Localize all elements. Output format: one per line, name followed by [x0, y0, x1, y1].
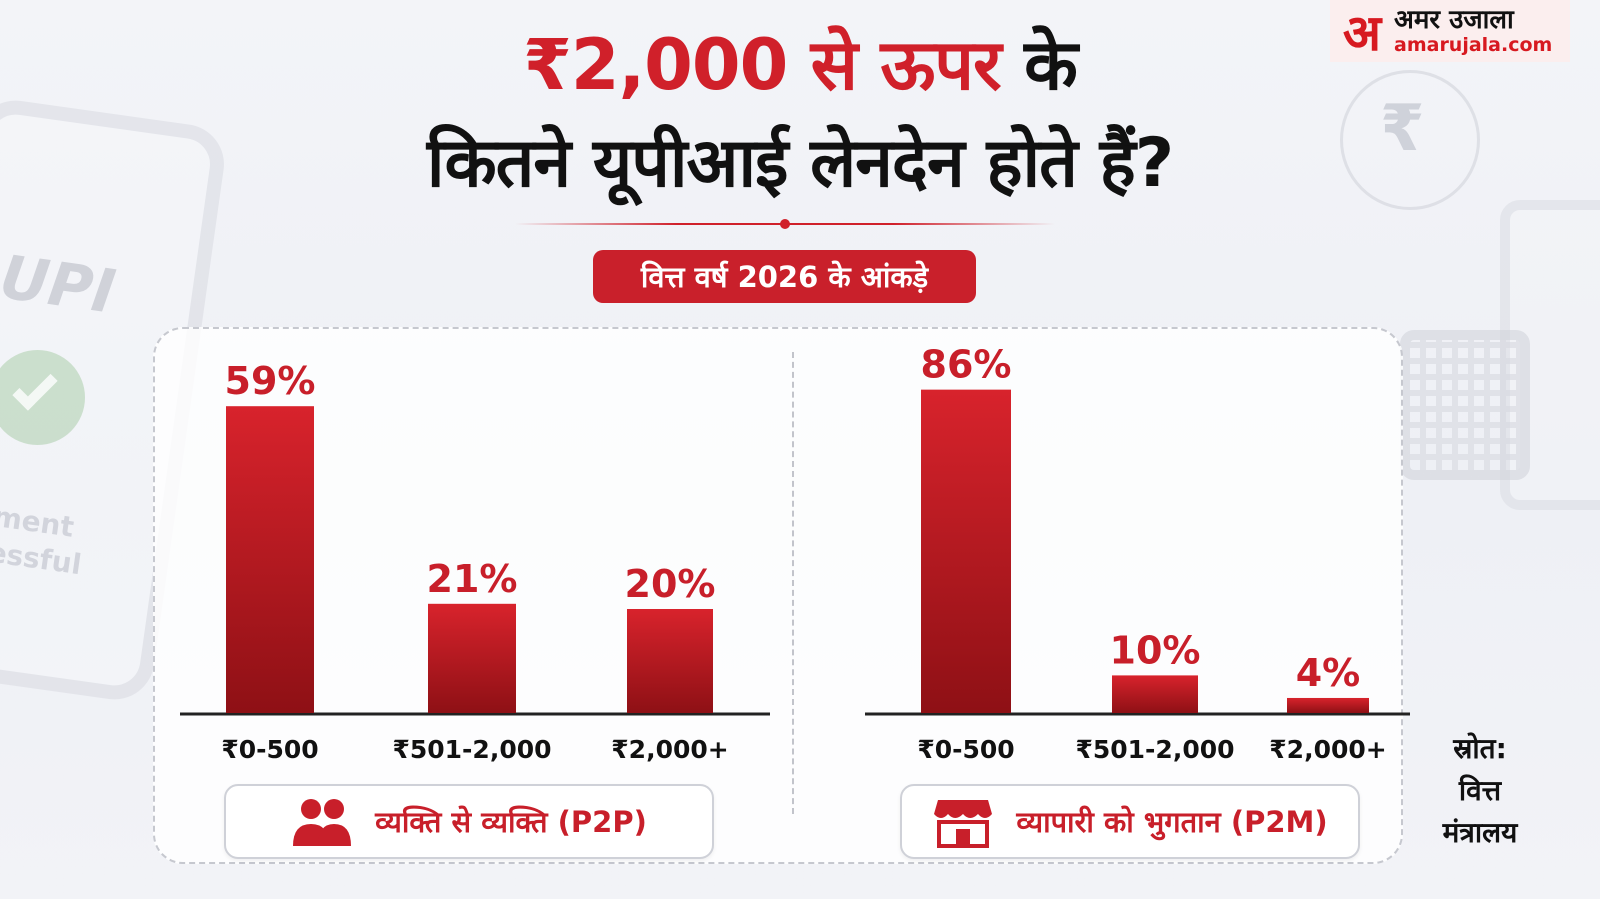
- headline-line-2: कितने यूपीआई लेनदेन होते हैं?: [426, 124, 1174, 203]
- p2p-bar-2: [428, 603, 516, 713]
- shop-icon: [932, 796, 994, 848]
- p2p-category-label-1: ₹0-500: [221, 735, 318, 764]
- p2m-bar-chart: 86% ₹0-500 10% ₹501-2,000 4% ₹2,000+: [865, 343, 1410, 764]
- p2m-legend-label: व्यापारी को भुगतान (P2M): [1016, 805, 1328, 839]
- p2m-value-label-1: 86%: [921, 343, 1012, 387]
- p2p-value-label-3: 20%: [625, 562, 716, 606]
- chart-divider: [792, 352, 794, 814]
- source-note: स्रोत: वित्त मंत्रालय: [1420, 728, 1540, 854]
- p2m-bar-1: [921, 389, 1011, 713]
- background-rupee-circle: [1340, 70, 1480, 210]
- p2m-category-label-3: ₹2,000+: [1269, 735, 1386, 764]
- source-line-2: मंत्रालय: [1442, 816, 1518, 849]
- background-success-icon: [0, 350, 85, 445]
- background-qr-icon: [1400, 330, 1530, 480]
- headline-line-1: ₹2,000 से ऊपर के: [0, 30, 1600, 100]
- p2m-legend: व्यापारी को भुगतान (P2M): [900, 784, 1360, 859]
- source-label: स्रोत:: [1453, 732, 1507, 765]
- p2m-value-label-2: 10%: [1110, 628, 1201, 672]
- chart-panel: [153, 327, 1403, 864]
- p2m-bar-3: [1287, 697, 1369, 713]
- p2m-category-label-2: ₹501-2,000: [1075, 735, 1234, 764]
- p2p-value-label-1: 59%: [225, 359, 316, 403]
- headline-highlight: ₹2,000 से ऊपर: [523, 24, 1002, 106]
- background-rupee-icon: ₹: [1380, 92, 1425, 166]
- title-divider-dot: [780, 219, 790, 229]
- logo-name: अमर उजाला: [1394, 5, 1514, 35]
- fiscal-year-badge: वित्त वर्ष 2026 के आंकड़े: [593, 250, 976, 303]
- p2p-bar-3: [627, 609, 713, 713]
- p2p-value-label-2: 21%: [427, 557, 518, 601]
- logo-mark: अ: [1342, 3, 1382, 62]
- logo-text: अमर उजाला amarujala.com: [1394, 7, 1552, 55]
- logo-url: amarujala.com: [1394, 34, 1553, 56]
- headline-suffix: के: [1024, 24, 1078, 106]
- p2m-category-label-1: ₹0-500: [917, 735, 1014, 764]
- publisher-logo[interactable]: अ अमर उजाला amarujala.com: [1330, 0, 1570, 62]
- p2m-value-label-3: 4%: [1296, 651, 1361, 695]
- p2p-bar-chart: 59% ₹0-500 21% ₹501-2,000 20% ₹2,000+: [180, 359, 770, 764]
- p2p-bar-1: [226, 406, 314, 713]
- p2p-legend-label: व्यक्ति से व्यक्ति (P2P): [375, 805, 647, 839]
- p2p-category-label-2: ₹501-2,000: [392, 735, 551, 764]
- p2p-category-label-3: ₹2,000+: [611, 735, 728, 764]
- people-icon: [291, 796, 353, 848]
- p2p-legend: व्यक्ति से व्यक्ति (P2P): [224, 784, 714, 859]
- p2m-bar-2: [1112, 675, 1198, 713]
- source-line-1: वित्त: [1458, 774, 1502, 807]
